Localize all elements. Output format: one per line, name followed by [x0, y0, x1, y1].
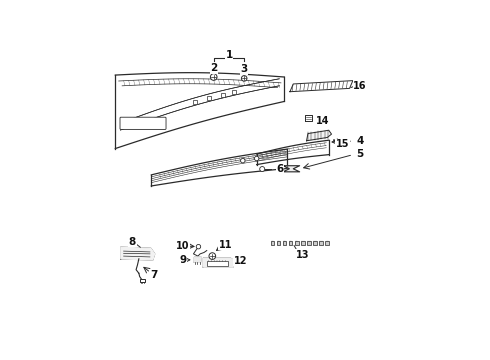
Bar — [207, 261, 227, 266]
Text: 16: 16 — [353, 81, 367, 91]
Text: 3: 3 — [241, 64, 248, 74]
Text: 9: 9 — [180, 255, 187, 265]
Bar — [270, 240, 274, 245]
Bar — [289, 240, 293, 245]
Text: 10: 10 — [175, 241, 189, 251]
Text: 4: 4 — [356, 136, 364, 146]
Bar — [140, 279, 145, 282]
Bar — [232, 90, 236, 94]
Text: 7: 7 — [150, 270, 157, 280]
Text: 13: 13 — [295, 250, 309, 260]
Text: 2: 2 — [210, 63, 218, 73]
Circle shape — [242, 76, 247, 81]
Text: 11: 11 — [219, 240, 232, 250]
Text: 5: 5 — [356, 149, 364, 159]
Bar — [319, 240, 323, 245]
Bar — [207, 96, 211, 100]
Polygon shape — [121, 247, 155, 260]
Polygon shape — [307, 130, 332, 141]
Text: 14: 14 — [316, 116, 329, 126]
Bar — [307, 240, 311, 245]
Text: 12: 12 — [234, 256, 247, 266]
Bar — [325, 240, 329, 245]
Circle shape — [196, 244, 201, 249]
Circle shape — [241, 158, 245, 163]
Text: 8: 8 — [129, 237, 136, 247]
Circle shape — [210, 74, 217, 80]
Bar — [295, 240, 298, 245]
Polygon shape — [203, 258, 234, 267]
Circle shape — [260, 167, 265, 172]
Text: 1: 1 — [225, 50, 233, 60]
Bar — [277, 240, 280, 245]
Polygon shape — [195, 257, 201, 262]
Bar — [221, 93, 225, 96]
FancyBboxPatch shape — [120, 117, 166, 129]
Text: 15: 15 — [336, 139, 349, 149]
Bar — [194, 100, 197, 104]
Bar — [313, 240, 317, 245]
Bar — [283, 240, 286, 245]
Polygon shape — [283, 166, 300, 172]
Text: 6: 6 — [277, 164, 284, 174]
Bar — [301, 240, 305, 245]
Circle shape — [254, 156, 259, 161]
Circle shape — [209, 253, 216, 260]
